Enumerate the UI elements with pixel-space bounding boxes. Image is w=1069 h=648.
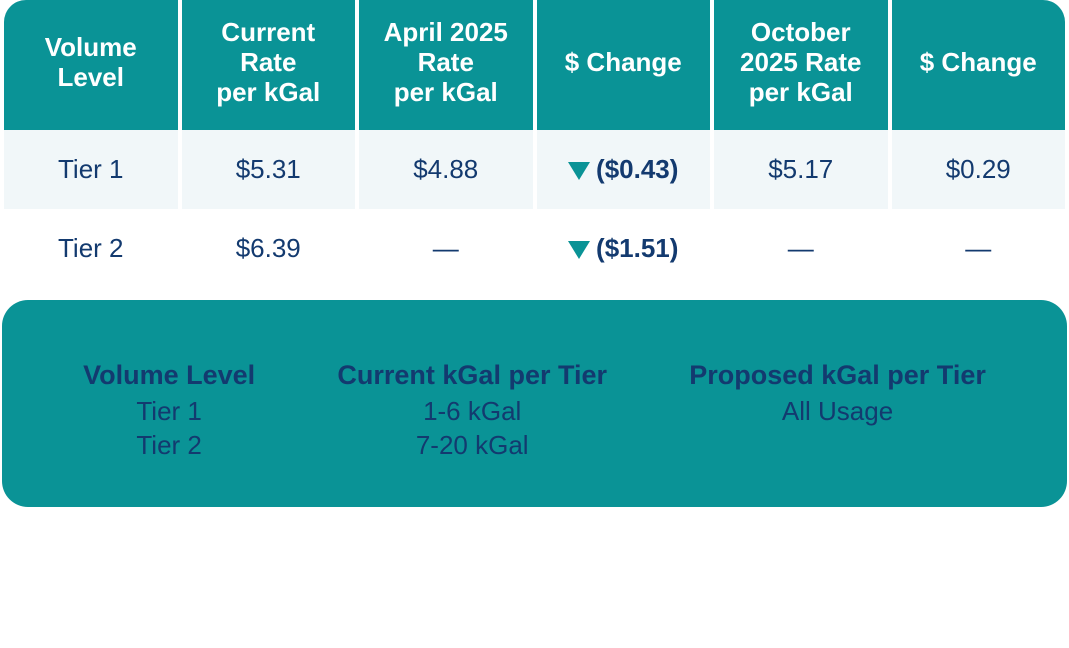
- cell-april: $4.88: [359, 130, 533, 209]
- cell-level: Tier 2: [4, 209, 178, 288]
- legend-column: Current kGal per Tier 1-6 kGal7-20 kGal: [337, 360, 607, 463]
- legend-column: Volume Level Tier 1Tier 2: [83, 360, 255, 463]
- col-header-april: April 2025Rateper kGal: [359, 0, 533, 130]
- cell-level: Tier 1: [4, 130, 178, 209]
- down-arrow-icon: [568, 162, 590, 180]
- legend-columns: Volume Level Tier 1Tier 2 Current kGal per…: [42, 360, 1027, 463]
- legend-value: All Usage: [782, 395, 893, 429]
- col-header-change1: $ Change: [537, 0, 711, 130]
- legend-panel: Volume Level Tier 1Tier 2 Current kGal per…: [2, 300, 1067, 507]
- cell-change1: ($0.43): [537, 130, 711, 209]
- table-header-row: VolumeLevel CurrentRateper kGal April 20…: [4, 0, 1065, 130]
- col-header-volume: VolumeLevel: [4, 0, 178, 130]
- legend-value: 1-6 kGal: [423, 395, 521, 429]
- table-row: Tier 1$5.31$4.88($0.43)$5.17$0.29: [4, 130, 1065, 209]
- cell-change1: ($1.51): [537, 209, 711, 288]
- cell-current: $5.31: [182, 130, 356, 209]
- table-row: Tier 2$6.39—($1.51)——: [4, 209, 1065, 288]
- cell-change2: —: [892, 209, 1066, 288]
- cell-october: $5.17: [714, 130, 888, 209]
- legend-title: Current kGal per Tier: [337, 360, 607, 391]
- down-arrow-icon: [568, 241, 590, 259]
- col-header-current: CurrentRateper kGal: [182, 0, 356, 130]
- legend-value: Tier 2: [136, 429, 202, 463]
- table-body: Tier 1$5.31$4.88($0.43)$5.17$0.29Tier 2$…: [4, 130, 1065, 288]
- col-header-change2: $ Change: [892, 0, 1066, 130]
- legend-column: Proposed kGal per Tier All Usage: [689, 360, 986, 463]
- legend-title: Volume Level: [83, 360, 255, 391]
- legend-value: 7-20 kGal: [416, 429, 529, 463]
- cell-change2: $0.29: [892, 130, 1066, 209]
- cell-october: —: [714, 209, 888, 288]
- legend-value: Tier 1: [136, 395, 202, 429]
- legend-title: Proposed kGal per Tier: [689, 360, 986, 391]
- cell-current: $6.39: [182, 209, 356, 288]
- rates-table: VolumeLevel CurrentRateper kGal April 20…: [0, 0, 1069, 288]
- cell-april: —: [359, 209, 533, 288]
- col-header-october: October2025 Rateper kGal: [714, 0, 888, 130]
